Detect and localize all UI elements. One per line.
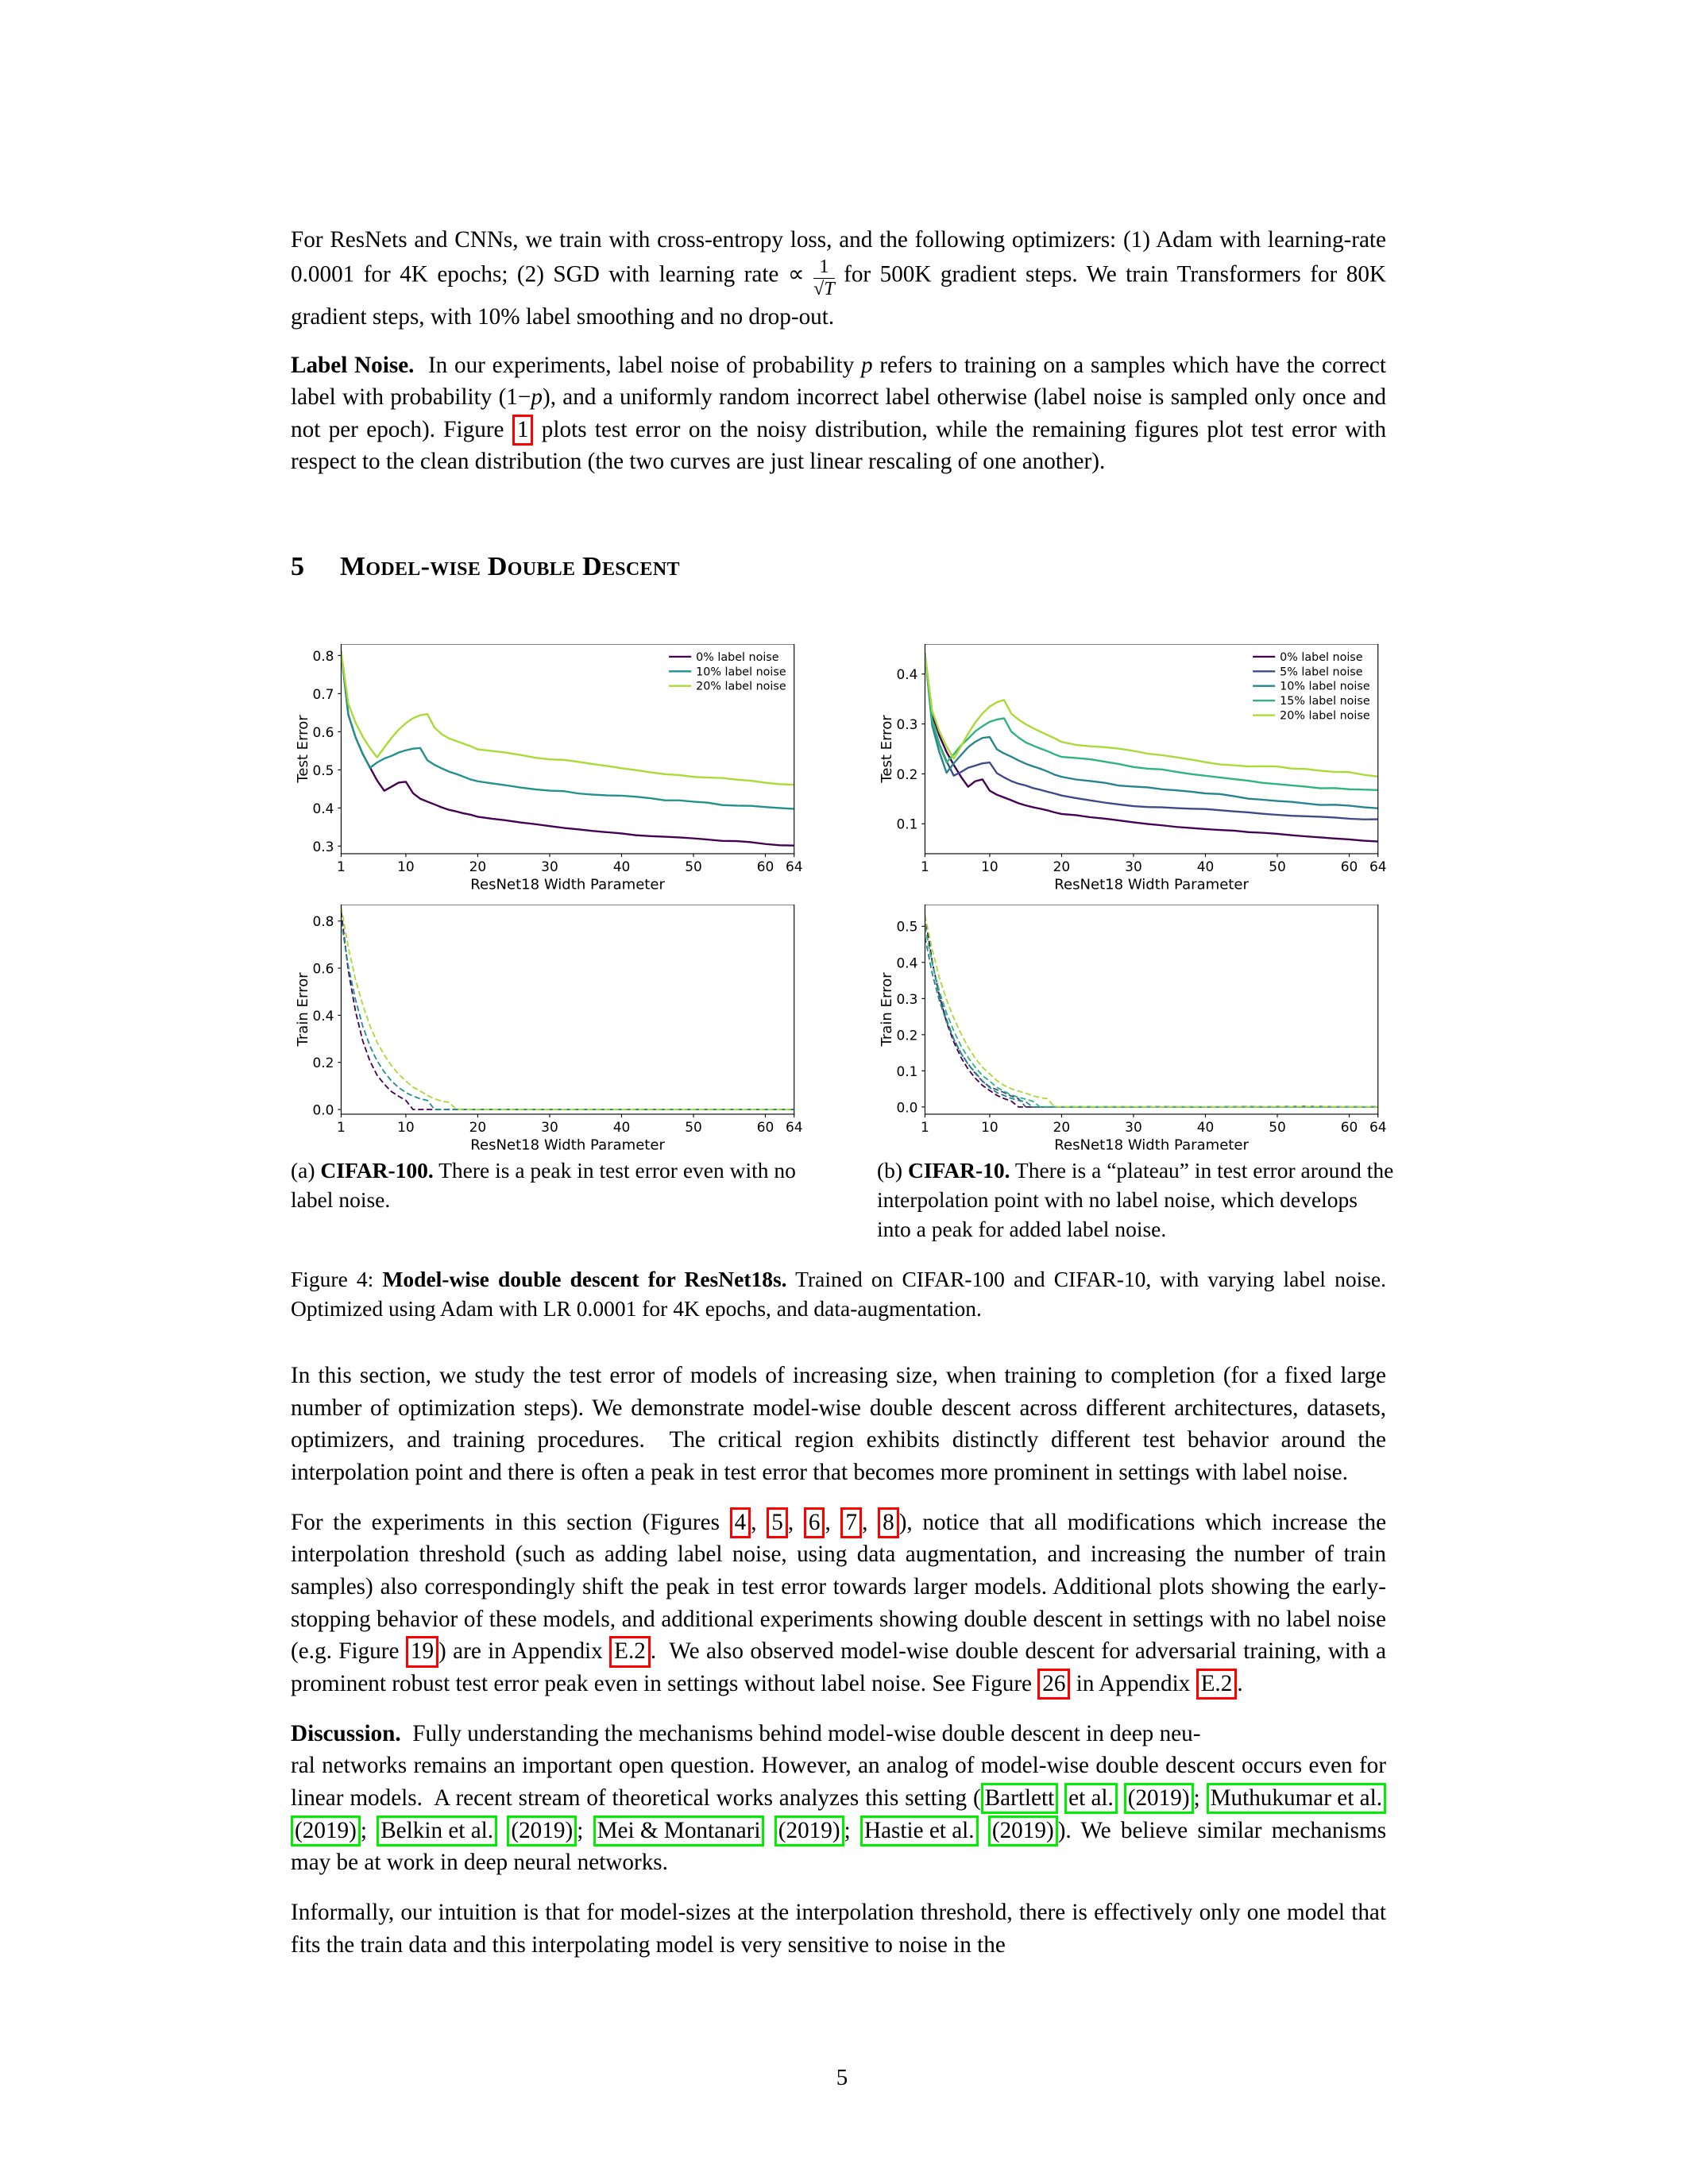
svg-text:15% label noise: 15% label noise — [1280, 695, 1370, 708]
svg-text:0.2: 0.2 — [896, 1027, 917, 1043]
svg-text:1: 1 — [921, 859, 929, 874]
svg-text:0.6: 0.6 — [312, 724, 334, 740]
svg-text:40: 40 — [1197, 859, 1215, 874]
svg-text:64: 64 — [1369, 1119, 1387, 1135]
svg-text:64: 64 — [786, 1119, 803, 1135]
svg-text:0% label noise: 0% label noise — [696, 651, 779, 664]
svg-text:0.3: 0.3 — [896, 716, 917, 732]
svg-text:0.2: 0.2 — [312, 1055, 334, 1071]
svg-text:Test Error: Test Error — [879, 715, 895, 784]
svg-text:0.4: 0.4 — [896, 955, 917, 970]
svg-text:10: 10 — [981, 1119, 999, 1135]
svg-text:10% label noise: 10% label noise — [696, 666, 786, 678]
svg-text:Train Error: Train Error — [295, 972, 311, 1048]
svg-text:20% label noise: 20% label noise — [696, 681, 786, 693]
svg-text:1: 1 — [337, 1119, 346, 1135]
svg-text:0% label noise: 0% label noise — [1280, 651, 1363, 664]
svg-text:20% label noise: 20% label noise — [1280, 710, 1370, 723]
svg-text:40: 40 — [1197, 1119, 1215, 1135]
svg-text:ResNet18 Width Parameter: ResNet18 Width Parameter — [470, 1137, 665, 1152]
svg-text:64: 64 — [1369, 859, 1387, 874]
svg-text:20: 20 — [1053, 859, 1071, 874]
svg-text:0.5: 0.5 — [312, 762, 334, 778]
svg-text:0.6: 0.6 — [312, 961, 334, 977]
svg-text:0.8: 0.8 — [312, 913, 334, 929]
svg-text:30: 30 — [541, 1119, 558, 1135]
svg-text:30: 30 — [1125, 859, 1142, 874]
svg-text:0.3: 0.3 — [896, 991, 917, 1007]
svg-text:10: 10 — [981, 859, 999, 874]
svg-text:5% label noise: 5% label noise — [1280, 666, 1363, 678]
svg-text:0.4: 0.4 — [312, 1008, 334, 1024]
svg-text:10: 10 — [397, 1119, 415, 1135]
svg-text:0.1: 0.1 — [896, 1063, 917, 1079]
svg-text:ResNet18 Width Parameter: ResNet18 Width Parameter — [470, 877, 665, 892]
svg-text:30: 30 — [541, 859, 558, 874]
svg-text:20: 20 — [1053, 1119, 1071, 1135]
svg-text:60: 60 — [1341, 859, 1358, 874]
svg-text:0.2: 0.2 — [896, 766, 917, 782]
svg-text:10% label noise: 10% label noise — [1280, 681, 1370, 693]
svg-text:0.0: 0.0 — [312, 1102, 334, 1117]
svg-text:64: 64 — [786, 859, 803, 874]
svg-text:20: 20 — [469, 859, 487, 874]
svg-text:0.4: 0.4 — [896, 666, 917, 682]
svg-text:60: 60 — [757, 859, 774, 874]
svg-text:60: 60 — [1341, 1119, 1358, 1135]
svg-text:0.5: 0.5 — [896, 919, 917, 935]
svg-text:0.8: 0.8 — [312, 648, 334, 664]
svg-text:20: 20 — [469, 1119, 487, 1135]
svg-text:0.7: 0.7 — [312, 686, 334, 702]
svg-text:0.0: 0.0 — [896, 1099, 917, 1115]
svg-text:Test Error: Test Error — [295, 715, 311, 784]
svg-text:ResNet18 Width Parameter: ResNet18 Width Parameter — [1054, 1137, 1249, 1152]
svg-text:50: 50 — [1269, 1119, 1286, 1135]
svg-text:40: 40 — [613, 1119, 631, 1135]
svg-text:ResNet18 Width Parameter: ResNet18 Width Parameter — [1054, 877, 1249, 892]
svg-text:1: 1 — [921, 1119, 929, 1135]
svg-text:50: 50 — [1269, 859, 1286, 874]
svg-text:50: 50 — [685, 859, 702, 874]
svg-text:0.4: 0.4 — [312, 801, 334, 816]
svg-text:0.1: 0.1 — [896, 816, 917, 832]
svg-text:10: 10 — [397, 859, 415, 874]
svg-text:40: 40 — [613, 859, 631, 874]
svg-text:60: 60 — [757, 1119, 774, 1135]
svg-text:30: 30 — [1125, 1119, 1142, 1135]
svg-text:Train Error: Train Error — [879, 972, 895, 1048]
svg-text:50: 50 — [685, 1119, 702, 1135]
svg-text:0.3: 0.3 — [312, 839, 334, 855]
svg-text:1: 1 — [337, 859, 346, 874]
